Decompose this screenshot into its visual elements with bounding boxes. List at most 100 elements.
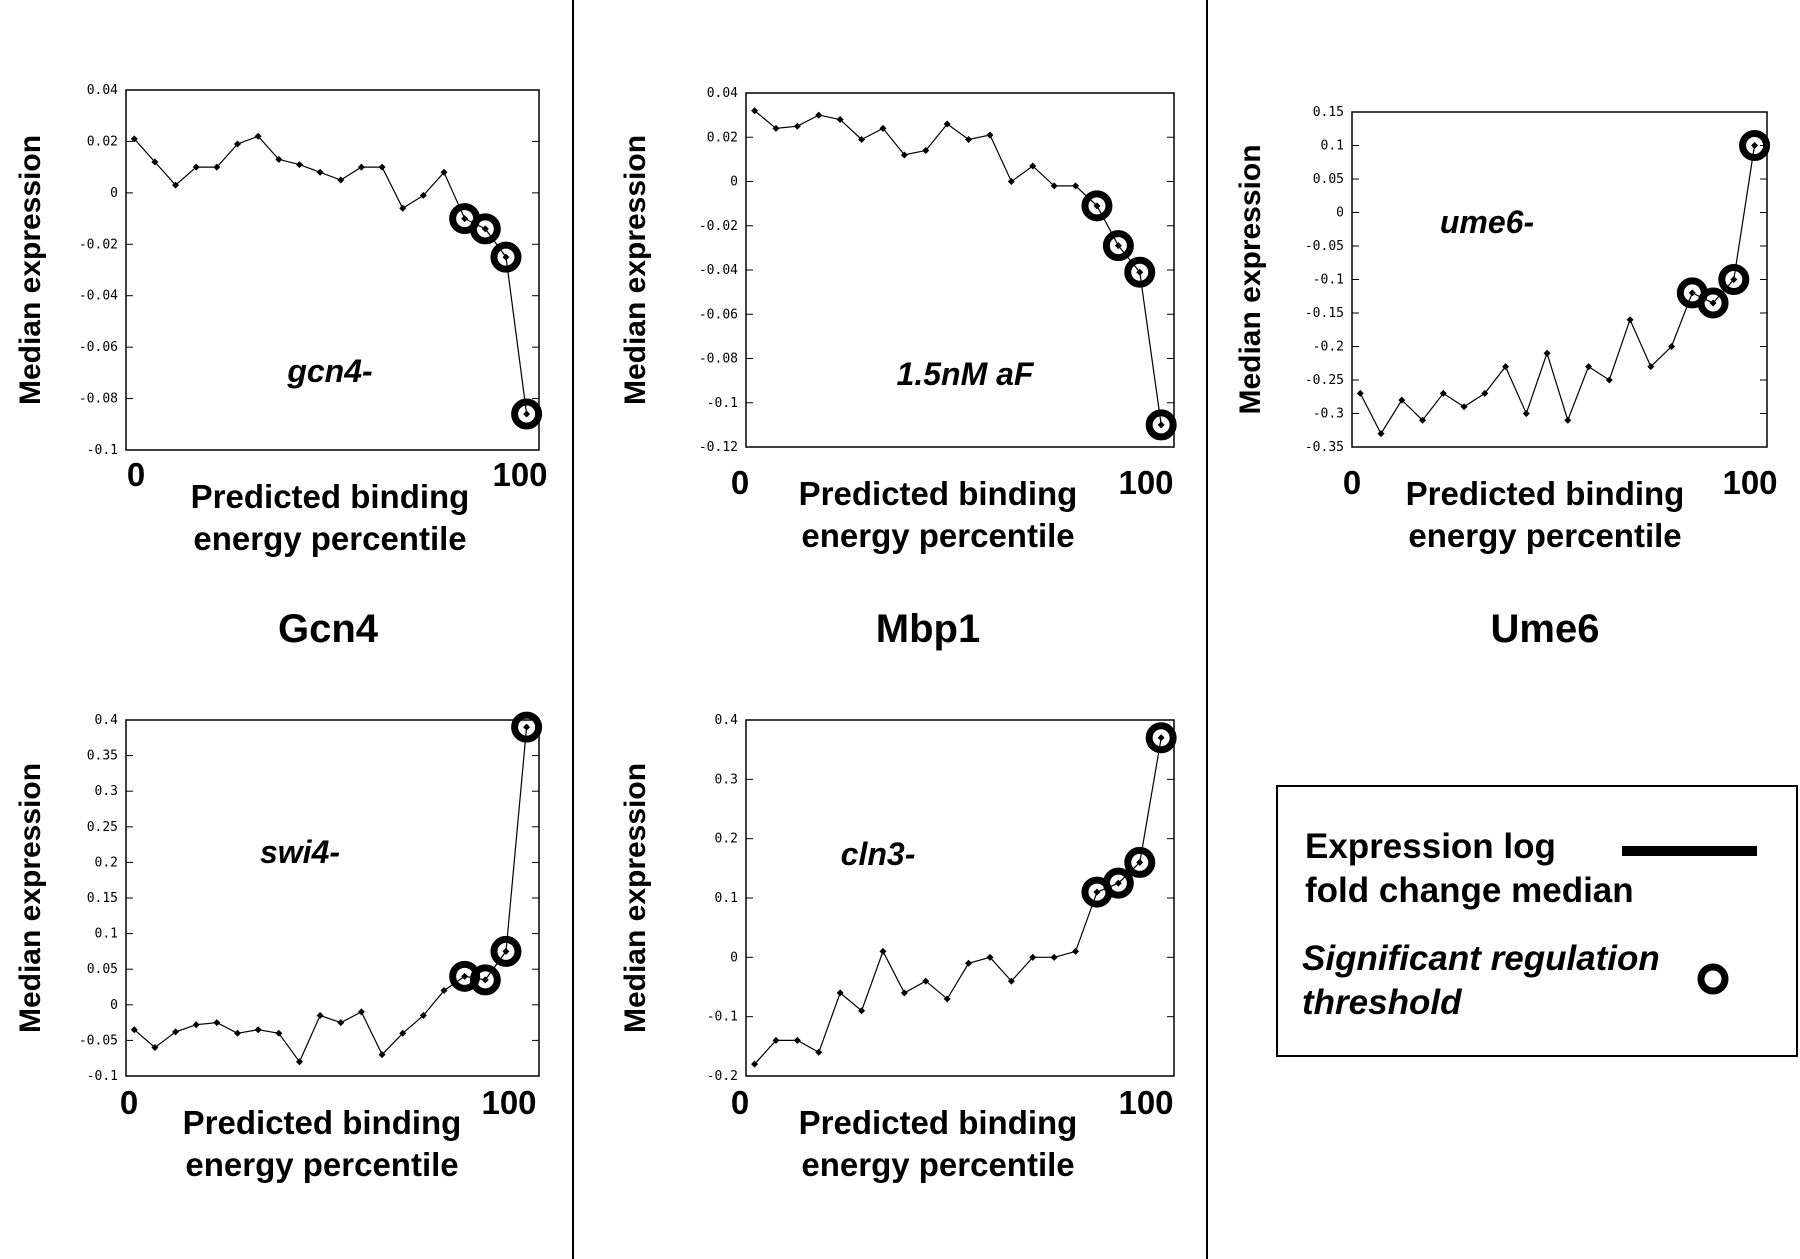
y-tick-label: 0.04 [707, 86, 738, 101]
significance-marker [469, 964, 501, 996]
y-tick-label: 0.25 [87, 820, 118, 835]
y-tick-label: 0.4 [715, 713, 739, 728]
data-point [1114, 242, 1122, 250]
data-point [461, 972, 469, 980]
y-tick-label: -0.1 [707, 1010, 738, 1025]
condition-label: gcn4- [286, 353, 372, 389]
y-tick-label: -0.15 [1305, 306, 1344, 321]
plot-frame [1351, 111, 1768, 448]
y-tick-label: 0.15 [1313, 105, 1344, 120]
y-tick-label: -0.1 [707, 396, 738, 411]
significance-marker [1718, 264, 1750, 295]
data-point [772, 1036, 780, 1044]
y-tick-label: -0.05 [79, 1033, 118, 1048]
y-axis-title: Median expression [619, 135, 652, 405]
data-point [922, 147, 930, 155]
y-tick-label: -0.08 [79, 392, 118, 407]
data-point [275, 155, 283, 163]
data-point [1439, 389, 1447, 397]
data-point [357, 1008, 365, 1016]
data-point [1668, 343, 1676, 350]
significance-marker [1102, 867, 1134, 899]
group-title-ume6: Ume6 [1491, 607, 1600, 651]
y-tick-label: 0.1 [1321, 139, 1344, 154]
series-line [754, 110, 1162, 425]
data-point [502, 253, 510, 261]
plot-frame [125, 719, 540, 1077]
y-tick-label: 0 [1336, 206, 1344, 221]
data-point [986, 131, 994, 139]
data-point [793, 122, 801, 130]
x-axis-title: energy percentile [193, 520, 466, 557]
significance-marker [1739, 130, 1771, 161]
data-point [1564, 416, 1572, 424]
chart-1: 0.04 0.02 0 -0.02 -0.04 -0.06 -0.08 -0.1 0 100 Pre… [14, 83, 548, 557]
significance-marker [511, 711, 543, 743]
data-point [943, 120, 951, 128]
data-point [378, 1051, 386, 1059]
y-tick-label: -0.06 [79, 340, 118, 355]
data-point [1605, 376, 1613, 384]
significance-marker [469, 213, 501, 245]
data-point [1709, 299, 1717, 307]
data-point [1398, 396, 1406, 404]
data-point [1072, 947, 1080, 955]
data-point [1730, 276, 1738, 283]
plot-frame [745, 92, 1175, 448]
data-point [213, 163, 221, 171]
y-axis-title: Median expression [619, 763, 652, 1033]
data-point [1029, 162, 1037, 170]
x-axis-title: energy percentile [1408, 517, 1681, 554]
significance-marker [1145, 722, 1177, 754]
y-tick-label: -0.04 [699, 263, 738, 278]
chart-panels: 0.040.020-0.02-0.04-0.06-0.08-0.10 100Pre… [14, 83, 1778, 1183]
x-axis-title: Predicted binding [1406, 475, 1685, 512]
data-point [1157, 421, 1165, 429]
y-tick-label: -0.3 [1313, 407, 1344, 422]
data-point [172, 181, 180, 189]
data-point [130, 1026, 138, 1034]
data-point [461, 215, 469, 223]
y-tick-label: -0.1 [87, 443, 118, 458]
y-tick-label: 0.2 [715, 832, 738, 847]
legend-marker-label-2: threshold [1302, 983, 1462, 1022]
data-point [151, 1044, 159, 1052]
legend: Expression log fold change median Signif… [1276, 785, 1798, 1057]
data-point [172, 1028, 180, 1036]
data-point [751, 107, 759, 115]
chart-3: 0.15 0.1 0.05 0 -0.05 -0.1 -0.15 -0.2 -0.25 -0.3 -… [1234, 105, 1778, 554]
chart-4: 0.40.350.30.250.20.150.10.050-0.05-0.10 1… [14, 711, 543, 1183]
y-tick-label: 0.05 [1313, 172, 1344, 187]
y-tick-label: 0 [730, 950, 738, 965]
y-axis-title: Median expression [14, 135, 47, 405]
data-point [1626, 316, 1634, 324]
y-axis-title: Median expression [14, 763, 47, 1033]
y-tick-label: 0.02 [87, 134, 118, 149]
x-tick-label: 100 [1118, 464, 1173, 501]
data-point [1522, 410, 1530, 417]
x-tick-label: 100 [1118, 1084, 1173, 1121]
x-axis-title: Predicted binding [799, 475, 1078, 512]
data-point [1093, 888, 1101, 896]
data-point [900, 151, 908, 159]
data-point [295, 161, 303, 169]
data-point [836, 116, 844, 124]
legend-marker-swatch [1697, 963, 1729, 995]
significance-marker [490, 241, 522, 273]
data-point [357, 163, 365, 171]
y-tick-label: 0.3 [715, 772, 738, 787]
data-point [751, 1060, 759, 1068]
significance-marker [1697, 287, 1729, 319]
y-tick-label: -0.04 [79, 289, 118, 304]
data-point [337, 176, 345, 184]
significance-marker [1102, 230, 1134, 262]
data-point [254, 132, 262, 140]
data-point [836, 989, 844, 997]
data-point [965, 135, 973, 143]
condition-label: 1.5nM aF [897, 356, 1035, 392]
x-axis-title: energy percentile [185, 1146, 458, 1183]
y-tick-label: 0.4 [95, 713, 119, 728]
data-point [986, 953, 994, 961]
y-tick-label: 0.02 [707, 130, 738, 145]
